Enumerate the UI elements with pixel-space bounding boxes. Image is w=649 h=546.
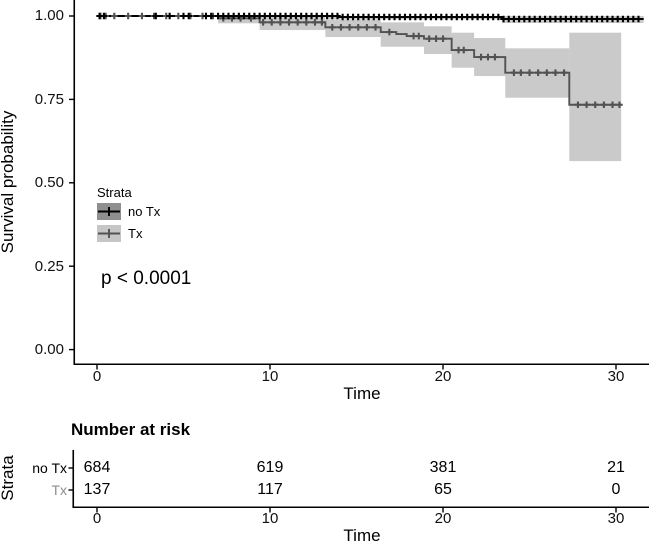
y-tick-label: 0.75 bbox=[34, 91, 64, 108]
x-axis-title: Time bbox=[343, 384, 381, 403]
x-tick-label: 30 bbox=[607, 368, 625, 385]
x-tick-label: 0 bbox=[92, 368, 102, 385]
x-tick-label: 20 bbox=[434, 368, 452, 385]
risk-value: 0 bbox=[611, 481, 621, 498]
risk-value: 21 bbox=[607, 459, 625, 476]
risk-table-title: Number at risk bbox=[71, 420, 191, 439]
risk-x-tick-label: 10 bbox=[261, 510, 279, 527]
legend-key-tx bbox=[97, 225, 121, 242]
risk-value: 117 bbox=[257, 481, 283, 498]
y-tick-label: 1.00 bbox=[34, 7, 64, 24]
y-axis-title: Survival probability bbox=[0, 110, 17, 254]
legend-entry-no-tx: no Tx bbox=[97, 203, 160, 220]
y-tick-label: 0.00 bbox=[34, 341, 64, 358]
risk-x-tick-label: 30 bbox=[607, 510, 625, 527]
risk-x-tick-label: 0 bbox=[92, 510, 102, 527]
legend-title: Strata bbox=[97, 185, 132, 200]
x-tick-label: 10 bbox=[261, 368, 279, 385]
risk-value: 684 bbox=[83, 459, 111, 476]
axis-tick-marks bbox=[69, 15, 617, 370]
risk-x-tick-label: 20 bbox=[434, 510, 452, 527]
risk-row-label-tx: Tx bbox=[51, 482, 67, 498]
legend-key-no-tx bbox=[97, 203, 121, 220]
y-tick-label: 0.50 bbox=[34, 174, 64, 191]
y-tick-label: 0.25 bbox=[34, 258, 64, 275]
legend-label-no-tx: no Tx bbox=[128, 204, 161, 219]
pvalue-annotation: p < 0.0001 bbox=[101, 268, 192, 289]
legend-label-tx: Tx bbox=[128, 226, 143, 241]
legend-entry-tx: Tx bbox=[97, 225, 142, 242]
risk-value: 137 bbox=[83, 481, 111, 498]
risk-value: 381 bbox=[429, 459, 457, 476]
censor-marks bbox=[96, 12, 642, 109]
legend: Strata no Tx Tx bbox=[97, 185, 217, 247]
risk-row-label-no-tx: no Tx bbox=[32, 460, 67, 476]
risk-x-axis-title: Time bbox=[343, 526, 381, 545]
risk-value: 619 bbox=[256, 459, 284, 476]
risk-value: 65 bbox=[434, 481, 452, 498]
survival-plot-panel bbox=[69, 0, 649, 370]
plot-axes bbox=[73, 0, 649, 366]
risk-table-axis bbox=[68, 450, 649, 513]
